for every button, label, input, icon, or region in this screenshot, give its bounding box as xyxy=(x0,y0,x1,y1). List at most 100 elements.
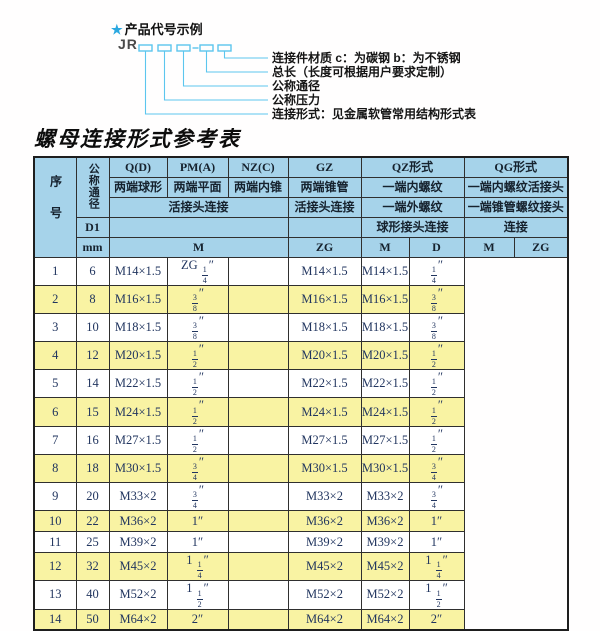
cell-dn: 18 xyxy=(75,453,110,484)
code-prefix: JR xyxy=(118,36,138,52)
header-qg-form: QG形式 xyxy=(463,156,569,178)
cell-gz: 1 2 ″ xyxy=(166,341,229,371)
cell-qz_d: M18×1.5 xyxy=(287,312,362,343)
header-qg-desc1: 一端内螺纹活接头 xyxy=(463,176,569,198)
cell-qz_m xyxy=(227,312,289,343)
cell-gz: 3 4 ″ xyxy=(166,453,229,484)
header-dn: 公称通径 xyxy=(75,156,110,218)
cell-seq: 8 xyxy=(33,453,77,484)
diagram-heading-text: 产品代号示例 xyxy=(124,22,203,37)
cell-qz_m xyxy=(227,425,289,455)
header-qg-desc2: 一端锥管螺纹接头 xyxy=(463,196,569,218)
cell-m: M27×1.5 xyxy=(108,425,168,455)
cell-qz_m xyxy=(227,369,289,399)
table-row: 9 20 M33×2 3 4 ″ M33×2 M33×2 3 4 ″ xyxy=(33,481,568,512)
header-empty-left xyxy=(108,216,289,238)
code-box xyxy=(176,44,191,52)
cell-m: M16×1.5 xyxy=(108,284,168,314)
table-row: 10 22 M36×2 1″ M36×2 M36×2 1″ xyxy=(33,510,568,533)
cell-qg_m: M33×2 xyxy=(360,481,410,512)
cell-gz: 3 8 ″ xyxy=(166,284,229,314)
cell-seq: 6 xyxy=(33,397,77,427)
cell-qg_zg: 3 4 ″ xyxy=(408,481,465,512)
header-qz-form: QZ形式 xyxy=(360,156,465,178)
cell-qg_m: M39×2 xyxy=(360,531,410,554)
header-nz-c: NZ(C) xyxy=(227,156,289,178)
cell-qg_m: M30×1.5 xyxy=(360,453,410,484)
cell-qg_zg: 3 4 ″ xyxy=(408,453,465,484)
cell-qg_zg: 3 8 ″ xyxy=(408,284,465,314)
cell-qg_m: M22×1.5 xyxy=(360,369,410,399)
table-row: 4 12 M20×1.5 1 2 ″ M20×1.5 M20×1.5 1 2 ″ xyxy=(33,341,568,371)
diagram-heading: ★ 产品代号示例 xyxy=(111,19,203,38)
cell-qz_d: M36×2 xyxy=(287,510,362,533)
label-nominal-pressure: 公称压力 xyxy=(272,93,321,107)
header-q-d: Q(D) xyxy=(108,156,168,178)
header-union-connection: 活接头连接 xyxy=(108,196,289,218)
cell-qg_zg: 1″ xyxy=(408,510,465,533)
cell-seq: 1 xyxy=(33,256,77,286)
cell-qz_m xyxy=(227,510,289,533)
header-qz-desc2: 一端外螺纹 xyxy=(360,196,465,218)
cell-qz_d: M33×2 xyxy=(287,481,362,512)
table-row: 7 16 M27×1.5 1 2 ″ M27×1.5 M27×1.5 1 2 ″ xyxy=(33,425,568,455)
cell-qz_d: M16×1.5 xyxy=(287,284,362,314)
cell-qg_zg: 1 2 ″ xyxy=(408,341,465,371)
cell-gz: 3 4 ″ xyxy=(166,481,229,512)
table-row: 14 50 M64×2 2″ M64×2 M64×2 2″ xyxy=(33,608,568,631)
header-mm: mm xyxy=(75,236,110,258)
header-qz-connection: 球形接头连接 xyxy=(360,216,465,238)
cell-qz_m xyxy=(227,608,289,631)
cell-dn: 50 xyxy=(75,608,110,631)
table-row: 13 40 M52×2 1 1 2 ″ M52×2 M52×2 1 1 2 ″ xyxy=(33,580,568,610)
cell-dn: 16 xyxy=(75,425,110,455)
header-qg-connection: 连接 xyxy=(463,216,569,238)
cell-dn: 8 xyxy=(75,284,110,314)
cell-qg_m: M24×1.5 xyxy=(360,397,410,427)
table-row: 3 10 M18×1.5 3 8 ″ M18×1.5 M18×1.5 3 8 ″ xyxy=(33,312,568,343)
cell-qz_d: M52×2 xyxy=(287,580,362,610)
cell-gz: 1 1 2 ″ xyxy=(166,580,229,610)
cell-seq: 10 xyxy=(33,510,77,533)
header-d1: D1 xyxy=(75,216,110,238)
cell-qz_d: M27×1.5 xyxy=(287,425,362,455)
star-icon: ★ xyxy=(111,22,123,37)
label-nominal-diameter: 公称通径 xyxy=(272,79,321,93)
cell-qg_zg: 2″ xyxy=(408,608,465,631)
cell-seq: 11 xyxy=(33,531,77,554)
header-m-left: M xyxy=(108,236,289,258)
label-material: 连接件材质 c：为碳钢 b：为不锈钢 xyxy=(272,51,461,65)
cell-qz_m xyxy=(227,284,289,314)
table-title: 螺母连接形式参考表 xyxy=(34,127,241,151)
table-row: 8 18 M30×1.5 3 4 ″ M30×1.5 M30×1.5 3 4 ″ xyxy=(33,453,568,484)
label-connection-form: 连接形式：见金属软管常用结构形式表 xyxy=(272,107,477,121)
cell-m: M52×2 xyxy=(108,580,168,610)
cell-qg_m: M36×2 xyxy=(360,510,410,533)
cell-gz: 1 2 ″ xyxy=(166,397,229,427)
header-gz: GZ xyxy=(287,156,362,178)
leader-line xyxy=(223,51,268,59)
cell-m: M30×1.5 xyxy=(108,453,168,484)
cell-gz: 1 2 ″ xyxy=(166,425,229,455)
cell-qz_m xyxy=(227,256,289,286)
cell-qz_d: M64×2 xyxy=(287,608,362,631)
cell-m: M39×2 xyxy=(108,531,168,554)
cell-qz_d: M24×1.5 xyxy=(287,397,362,427)
cell-dn: 15 xyxy=(75,397,110,427)
leader-line xyxy=(144,51,268,115)
cell-qg_zg: 1 2 ″ xyxy=(408,397,465,427)
table-row: 2 8 M16×1.5 3 8 ″ M16×1.5 M16×1.5 3 8 ″ xyxy=(33,284,568,314)
cell-gz: ZG 1 4 ″ xyxy=(166,256,229,286)
cell-qg_zg: 1″ xyxy=(408,531,465,554)
header-pm-desc: 两端平面 xyxy=(166,176,229,198)
cell-dn: 40 xyxy=(75,580,110,610)
header-empty-gz xyxy=(287,216,362,238)
cell-qz_d: M30×1.5 xyxy=(287,453,362,484)
cell-gz: 1 2 ″ xyxy=(166,369,229,399)
cell-qz_m xyxy=(227,397,289,427)
cell-qg_zg: 1 1 2 ″ xyxy=(408,580,465,610)
cell-dn: 22 xyxy=(75,510,110,533)
header-nz-desc: 两端内锥 xyxy=(227,176,289,198)
cell-qg_m: M14×1.5 xyxy=(360,256,410,286)
product-code-diagram xyxy=(138,44,268,115)
